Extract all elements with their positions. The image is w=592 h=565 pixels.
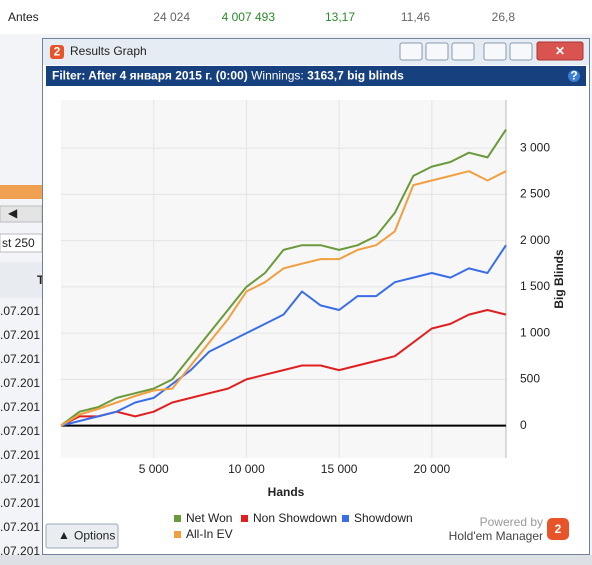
top-row-cell: 11,46 — [401, 10, 430, 24]
bottom-strip — [0, 555, 592, 565]
help-glyph: ? — [570, 69, 577, 83]
y-tick-label: 2 000 — [520, 233, 550, 247]
filter-text: Filter: After 4 января 2015 г. (0:00) Wi… — [52, 69, 404, 83]
chart: 0 500 1 000 1 500 2 000 2 500 3 000 5 000 10 000… — [60, 100, 566, 541]
column-head-bg — [0, 262, 42, 298]
brand: Hold'em Manager — [449, 529, 543, 543]
legend-label: Non Showdown — [253, 511, 337, 525]
scroll-arrow: ◀ — [8, 206, 18, 220]
x-tick-label: 5 000 — [139, 462, 169, 476]
x-axis-label: Hands — [268, 485, 305, 499]
plot-area — [61, 100, 506, 458]
x-tick-label: 20 000 — [413, 462, 450, 476]
top-row-cell: 26,8 — [492, 10, 516, 24]
filter-bar — [46, 66, 586, 86]
winnings-label: Winnings: — [251, 69, 304, 83]
y-tick-label: 2 500 — [520, 187, 550, 201]
top-row-cell: 4 007 493 — [222, 10, 276, 24]
winnings-value: 3163,7 big blinds — [307, 69, 404, 83]
y-tick-label: 0 — [520, 418, 527, 432]
top-row-cell: 13,17 — [325, 10, 355, 24]
window-title: Results Graph — [70, 44, 147, 58]
options-arrow: ▲ — [58, 528, 70, 542]
date-cell: .07.201 — [0, 424, 40, 438]
date-cell: .07.201 — [0, 352, 40, 366]
date-cell: .07.201 — [0, 472, 40, 486]
powered-by: Powered by — [480, 515, 543, 529]
series-line — [60, 244, 507, 427]
filter-box-text: st 250 — [2, 236, 35, 250]
app-icon-glyph: 2 — [54, 45, 61, 59]
x-tick-label: 10 000 — [228, 462, 265, 476]
date-cell: .07.201 — [0, 496, 40, 510]
close-glyph: ✕ — [555, 44, 565, 58]
orange-bar — [0, 185, 42, 199]
top-row — [0, 0, 592, 34]
date-cell: .07.201 — [0, 304, 40, 318]
legend-label: Net Won — [186, 511, 232, 525]
y-tick-label: 3 000 — [520, 140, 550, 154]
series-line — [60, 129, 507, 427]
legend-swatch — [174, 531, 181, 538]
series-line — [60, 309, 507, 427]
date-cell: .07.201 — [0, 400, 40, 414]
options-button[interactable] — [45, 523, 119, 549]
y-axis-label: Big Blinds — [552, 249, 566, 309]
scrollbar — [0, 205, 43, 223]
options-label: Options — [74, 529, 115, 543]
legend-swatch — [342, 515, 349, 522]
y-tick-label: 1 500 — [520, 279, 550, 293]
date-cell: .07.201 — [0, 520, 40, 534]
brand-logo-glyph: 2 — [555, 522, 562, 536]
y-tick-label: 1 000 — [520, 325, 550, 339]
date-cell: .07.201 — [0, 448, 40, 462]
date-cell: .07.201 — [0, 376, 40, 390]
top-row-cell: Antes — [8, 10, 39, 24]
filter-label: Filter: — [52, 69, 85, 83]
date-cell: .07.201 — [0, 328, 40, 342]
filter-value: After 4 января 2015 г. (0:00) — [88, 69, 248, 83]
window-tools[interactable] — [399, 41, 584, 61]
legend-swatch — [174, 515, 181, 522]
date-cell: .07.201 — [0, 544, 40, 558]
app-icon — [50, 45, 64, 59]
legend-label: All-In EV — [186, 527, 233, 541]
legend-swatch — [241, 515, 248, 522]
series-line — [60, 170, 507, 427]
x-tick-label: 15 000 — [321, 462, 358, 476]
top-row-cell: 24 024 — [153, 10, 190, 24]
help-icon[interactable] — [568, 70, 580, 82]
column-head: T — [37, 273, 45, 287]
brand-logo — [547, 518, 569, 540]
y-tick-label: 500 — [520, 372, 540, 386]
legend-label: Showdown — [354, 511, 413, 525]
